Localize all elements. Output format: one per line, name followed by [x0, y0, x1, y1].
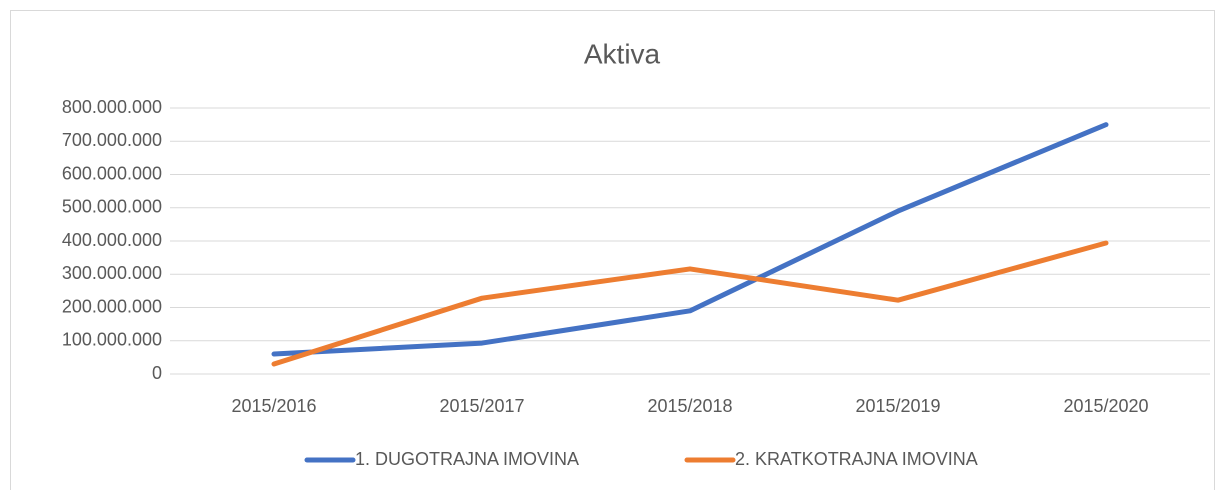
- y-tick-label: 700.000.000: [62, 130, 162, 150]
- x-tick-label: 2015/2018: [647, 396, 732, 416]
- x-tick-label: 2015/2017: [439, 396, 524, 416]
- y-tick-label: 600.000.000: [62, 163, 162, 183]
- legend-label: 2. KRATKOTRAJNA IMOVINA: [735, 449, 978, 469]
- series-line: [271, 240, 1109, 367]
- chart-title: Aktiva: [584, 38, 661, 69]
- y-tick-label: 100.000.000: [62, 330, 162, 350]
- y-tick-label: 200.000.000: [62, 296, 162, 316]
- x-tick-label: 2015/2016: [231, 396, 316, 416]
- x-tick-label: 2015/2019: [855, 396, 940, 416]
- y-tick-label: 400.000.000: [62, 230, 162, 250]
- y-tick-label: 500.000.000: [62, 197, 162, 217]
- y-tick-label: 0: [152, 363, 162, 383]
- series-line: [271, 122, 1109, 357]
- y-tick-label: 300.000.000: [62, 263, 162, 283]
- y-tick-label: 800.000.000: [62, 97, 162, 117]
- legend-label: 1. DUGOTRAJNA IMOVINA: [355, 449, 579, 469]
- chart-frame: [10, 10, 1215, 490]
- x-tick-label: 2015/2020: [1063, 396, 1148, 416]
